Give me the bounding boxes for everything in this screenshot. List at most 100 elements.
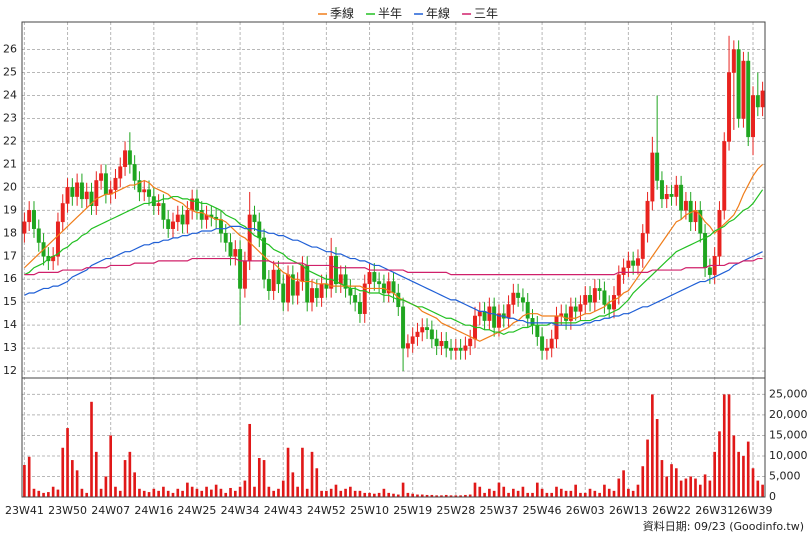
candle-body (247, 214, 252, 262)
volume-bar (368, 492, 371, 497)
volume-bar (612, 490, 616, 497)
candle-body (410, 336, 415, 344)
candle-body (535, 324, 540, 337)
candle-body (578, 304, 583, 312)
volume-bar (205, 486, 208, 497)
volume-bar (305, 488, 309, 497)
volume-bar (488, 488, 491, 497)
volume-bar (296, 486, 299, 497)
volume-bar (171, 492, 175, 497)
candle-body (65, 187, 70, 204)
volume-bar (401, 482, 405, 497)
candle-body (520, 297, 525, 303)
candle-body (22, 221, 27, 234)
volume-bar (703, 474, 707, 497)
candle-body (477, 311, 482, 317)
candle-body (405, 343, 410, 349)
candle-body (362, 283, 367, 314)
candle-body (755, 95, 760, 108)
volume-bar (138, 488, 141, 497)
x-tick-label: 23W50 (48, 504, 87, 517)
candle-body (482, 311, 487, 321)
candle-body (99, 173, 104, 181)
candle-body (175, 214, 180, 223)
candle-body (650, 152, 655, 202)
volume-bar (382, 488, 386, 497)
volume-bar (521, 486, 525, 497)
candle-body (463, 345, 468, 351)
volume-bar (550, 492, 554, 497)
x-tick-label: 26W22 (652, 504, 691, 517)
volume-bar (358, 490, 362, 497)
candle-body (592, 288, 597, 303)
volume-bar (200, 490, 204, 497)
volume-bar (229, 487, 232, 497)
volume-bar (257, 458, 261, 497)
candle-body (425, 327, 430, 331)
volume-bar (56, 489, 60, 497)
volume-bar (444, 494, 448, 497)
volume-bar (315, 468, 319, 497)
candle-body (194, 198, 199, 211)
candle-body (276, 269, 281, 285)
volume-bar (545, 492, 549, 497)
candle-body (645, 200, 650, 234)
candle-body (300, 265, 305, 282)
volume-bar (152, 488, 156, 497)
volume-bar (641, 466, 645, 497)
y-tick-label: 25 (3, 66, 17, 79)
volume-bar (588, 488, 592, 497)
volume-bar (123, 460, 127, 497)
volume-bar (737, 451, 740, 497)
candle-body (707, 267, 712, 275)
y2-tick-label: 0 (769, 490, 776, 503)
candle-body (453, 347, 458, 351)
volume-bar (406, 492, 410, 497)
volume-bar (339, 490, 343, 497)
volume-bar (468, 494, 472, 497)
volume-bar (325, 490, 328, 497)
volume-bar (238, 486, 242, 497)
volume-bar (646, 439, 649, 497)
candle-body (612, 295, 616, 310)
candle-body (338, 274, 343, 285)
volume-bar (675, 468, 678, 497)
candle-body (449, 347, 453, 351)
candle-body (544, 347, 549, 351)
x-tick-label: 25W10 (350, 504, 389, 517)
ma-line (24, 189, 764, 336)
volume-bar (377, 492, 381, 497)
candle-body (511, 292, 516, 305)
candle-body (669, 194, 674, 197)
candle-body (185, 210, 190, 225)
candle-body (588, 295, 593, 303)
candle-body (171, 221, 175, 229)
volume-bar (243, 480, 247, 497)
candle-body (94, 180, 99, 206)
candle-body (79, 182, 84, 200)
candle-body (60, 203, 65, 223)
volume-bar (507, 492, 510, 497)
volume-bar (756, 480, 760, 497)
volume-bar (512, 488, 515, 497)
candle-body (659, 180, 664, 200)
candle-body (736, 49, 741, 119)
volume-bar (114, 486, 117, 497)
candle-body (142, 189, 147, 193)
candle-body (89, 191, 94, 206)
volume-bar (392, 493, 395, 497)
x-tick-label: 24W52 (307, 504, 346, 517)
candle-body (401, 306, 406, 349)
candle-body (32, 210, 36, 229)
volume-bar (142, 490, 146, 497)
volume-bar (449, 495, 453, 497)
candle-body (727, 72, 732, 142)
volume-bar (516, 490, 520, 497)
volume-bar (660, 460, 664, 497)
candle-body (238, 249, 243, 289)
candle-body (492, 306, 497, 328)
volume-bar (555, 486, 558, 497)
legend-label: 三年 (474, 7, 498, 21)
volume-bar (617, 478, 621, 497)
